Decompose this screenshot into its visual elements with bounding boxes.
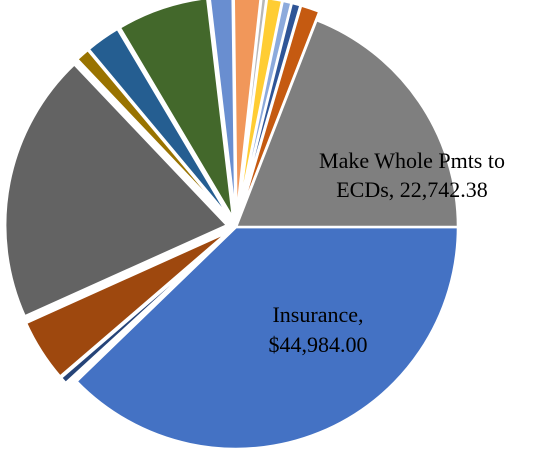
pie-slice-unlabeled-8 (208, 0, 237, 220)
pie-slice-unlabeled-9 (232, 0, 262, 220)
data-label-line: ECDs, 22,742.38 (336, 177, 488, 202)
data-label-line: Make Whole Pmts to (319, 148, 505, 173)
pie-slice-unlabeled-4 (3, 63, 229, 318)
pie-slice-make-whole-pmts-to-ecds (234, 18, 460, 229)
pie-slice-unlabeled-2 (59, 231, 231, 385)
pie-slices (3, 0, 460, 450)
pie-slice-unlabeled-7 (118, 0, 235, 220)
data-label-line: Insurance, (272, 302, 363, 327)
pie-slice-unlabeled-3 (24, 230, 230, 378)
pie-slice-unlabeled-6 (87, 27, 233, 221)
data-label-line: $44,984.00 (269, 332, 368, 357)
data-label-insurance: Insurance, $44,984.00 (269, 302, 368, 357)
pie-data-labels: Insurance, $44,984.00 Make Whole Pmts to EC… (269, 148, 505, 357)
data-label-make-whole-pmts-to-ecds: Make Whole Pmts to ECDs, 22,742.38 (319, 148, 505, 202)
pie-slice-insurance (75, 225, 460, 450)
